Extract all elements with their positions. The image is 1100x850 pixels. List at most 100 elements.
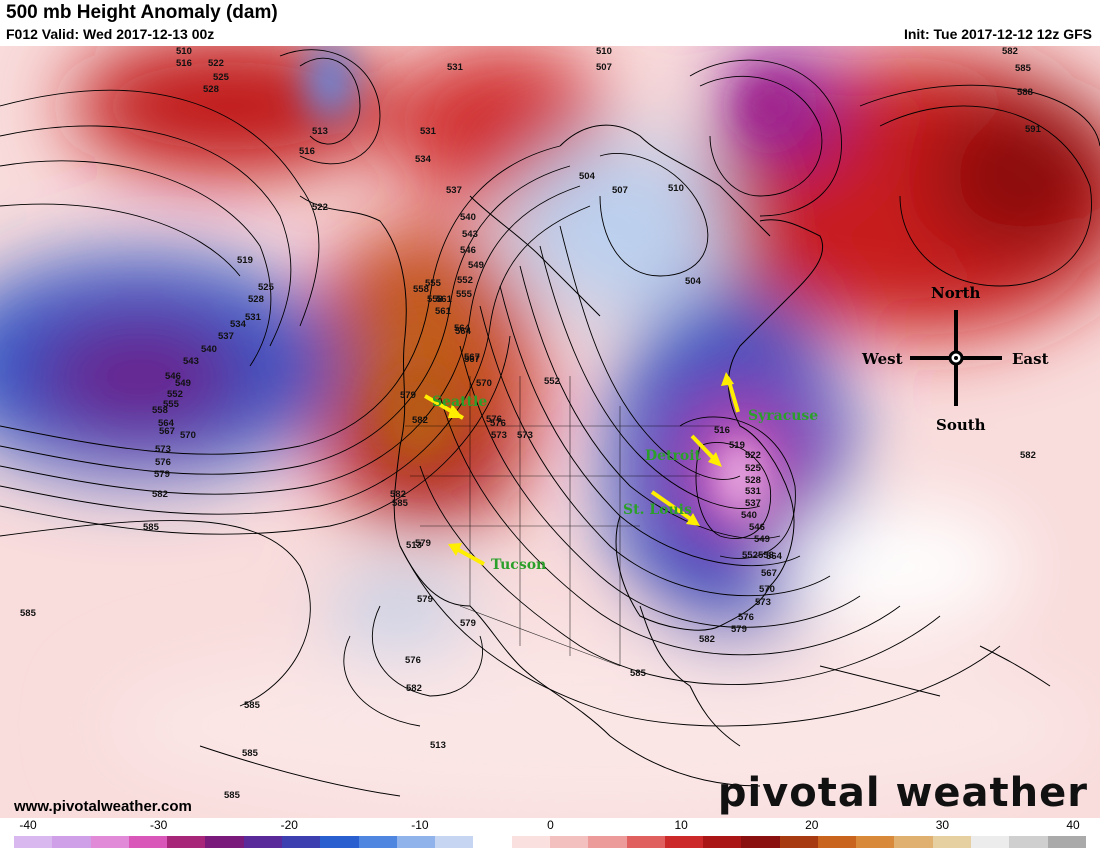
height-contours	[0, 49, 1100, 727]
colorbar-swatch	[167, 836, 206, 848]
city-label-tucson: Tucson	[491, 557, 546, 573]
contour-label: 510	[596, 46, 612, 57]
colorbar-swatch	[741, 836, 780, 848]
colorbar-swatch	[588, 836, 627, 848]
contour-label: 540	[741, 510, 757, 521]
contour-label: 552	[167, 389, 183, 400]
colorbar-swatch	[52, 836, 91, 848]
contour-label: 522	[745, 450, 761, 461]
city-label-detroit: Detroit	[645, 448, 702, 464]
contour-label: 561	[436, 294, 453, 305]
contour-label: 564	[158, 418, 175, 429]
contour-label: 528	[248, 294, 264, 305]
contour-label: 525	[745, 463, 762, 474]
colorbar-tick-label: -20	[280, 818, 298, 832]
contour-label: 588	[1017, 87, 1033, 98]
city-label-stlouis: St. Louis	[623, 502, 692, 518]
contour-label: 516	[176, 58, 192, 69]
city-label-seattle: Seattle	[432, 394, 487, 410]
contour-label: 522	[312, 202, 328, 213]
contour-label: 579	[417, 594, 433, 605]
colorbar-swatch	[90, 836, 129, 848]
colorbar-tick-label: 10	[674, 818, 688, 832]
contour-label: 525	[213, 72, 230, 83]
contour-label: 567	[464, 354, 480, 365]
colorbar-tick-label: -40	[19, 818, 37, 832]
compass-north: North	[931, 284, 981, 302]
contour-label: 567	[761, 568, 777, 579]
contour-label: 534	[415, 154, 432, 165]
colorbar-tick-label: 40	[1066, 818, 1080, 832]
colorbar-swatch	[664, 836, 704, 848]
contour-label: 558	[427, 294, 443, 305]
init-time: Init: Tue 2017-12-12 12z GFS	[903, 26, 1092, 42]
contour-label: 573	[755, 597, 771, 608]
contour-label: 507	[612, 185, 628, 196]
contour-label: 576	[738, 612, 754, 623]
contour-label: 543	[183, 356, 199, 367]
stlouis-arrow	[650, 490, 700, 526]
contour-label: 504	[685, 276, 702, 287]
contour-label: 537	[218, 331, 234, 342]
colorbar-swatch	[626, 836, 665, 848]
compass-east: East	[1012, 350, 1049, 368]
contour-label: 582	[406, 683, 422, 694]
contour-label: 579	[460, 618, 476, 629]
contour-label: 555	[456, 289, 473, 300]
contour-label: 531	[420, 126, 437, 137]
contour-label: 573	[491, 430, 507, 441]
contour-label: 546	[460, 245, 476, 256]
contour-label: 579	[154, 469, 170, 480]
contour-label: 570	[476, 378, 492, 389]
contour-label: 522	[208, 58, 224, 69]
contour-label: 585	[244, 700, 261, 711]
contour-label: 513	[312, 126, 328, 137]
contour-label: 585	[143, 522, 160, 533]
contour-label: 582	[699, 634, 715, 645]
map-panel[interactable]: 510 516 522 525 528 513 516 522 531 531 534 537 540 5…	[0, 46, 1100, 818]
colorbar-swatch	[779, 836, 818, 848]
flow-arrows	[423, 372, 740, 566]
contour-label: 582	[1020, 450, 1036, 461]
colorbar-swatch	[971, 836, 1010, 848]
header-bar: 500 mb Height Anomaly (dam) F012 Valid: …	[0, 0, 1100, 46]
compass: North South East West	[861, 284, 1049, 434]
contour-label: 549	[468, 260, 484, 271]
colorbar-swatch	[894, 836, 933, 848]
contour-label: 585	[242, 748, 259, 759]
colorbar-tick-label: 30	[935, 818, 950, 832]
contour-label: 507	[596, 62, 612, 73]
contour-label: 540	[201, 344, 217, 355]
contour-label: 576	[405, 655, 421, 666]
colorbar-swatch	[358, 836, 397, 848]
colorbar-swatch	[128, 836, 168, 848]
contour-label: 528	[745, 475, 761, 486]
colorbar-swatch	[396, 836, 436, 848]
contour-label: 504	[579, 171, 596, 182]
contour-label: 558	[758, 550, 774, 561]
contour-label: 510	[176, 46, 192, 57]
contour-label: 585	[1015, 63, 1032, 74]
contour-label: 576	[155, 457, 171, 468]
colorbar-swatch	[473, 836, 512, 848]
compass-south: South	[936, 416, 986, 434]
contour-label: 552	[742, 550, 758, 561]
contour-label: 516	[714, 425, 730, 436]
colorbar-swatch	[243, 836, 282, 848]
contour-label: 573	[155, 444, 171, 455]
valid-time: F012 Valid: Wed 2017-12-13 00z	[6, 26, 215, 42]
contour-label: 576	[486, 414, 502, 425]
contour-label: 564	[454, 323, 471, 334]
colorbar-tick-label: -30	[149, 818, 168, 832]
detroit-arrow	[690, 434, 722, 467]
contour-label: 582	[152, 489, 168, 500]
colorbar-swatch	[817, 836, 857, 848]
colorbar-swatch	[856, 836, 895, 848]
contour-label: 549	[175, 378, 191, 389]
contour-label: 543	[462, 229, 478, 240]
contour-label: 585	[224, 790, 241, 801]
contour-label: 534	[230, 319, 247, 330]
tucson-arrow	[448, 543, 485, 566]
